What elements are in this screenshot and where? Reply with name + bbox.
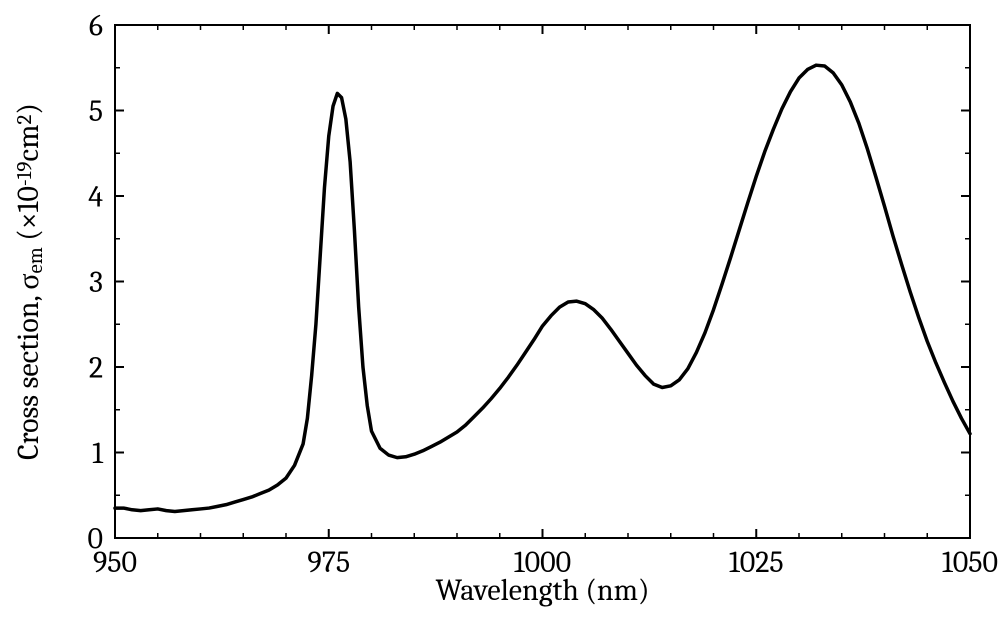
y-tick-label: 1	[92, 436, 104, 471]
y-tick-label: 3	[89, 265, 103, 300]
x-tick-label: 1025	[729, 545, 784, 580]
chart-svg: 9509751000102510500123456Wavelength (nm)…	[0, 0, 1000, 618]
y-axis-label: Cross section, σem (×10-19cm2)	[11, 103, 48, 460]
y-tick-label: 5	[89, 94, 103, 129]
x-tick-label: 1050	[942, 545, 998, 580]
y-tick-label: 0	[87, 522, 103, 557]
x-axis-label: Wavelength (nm)	[435, 573, 649, 608]
spectrum-chart: 9509751000102510500123456Wavelength (nm)…	[0, 0, 1000, 618]
y-tick-label: 4	[88, 180, 103, 215]
y-tick-label: 6	[89, 9, 103, 44]
y-tick-label: 2	[89, 351, 103, 386]
x-tick-label: 975	[307, 545, 350, 580]
